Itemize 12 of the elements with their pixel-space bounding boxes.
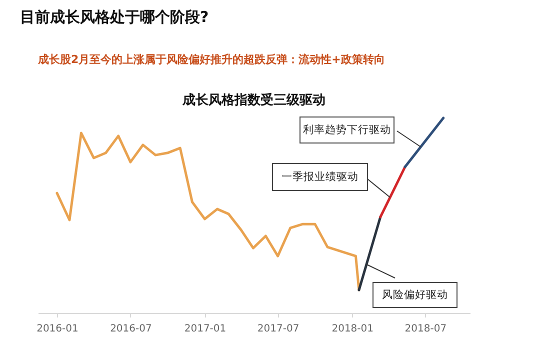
x-tick-label: 2018-07 xyxy=(404,324,447,334)
x-tick-label: 2018-01 xyxy=(332,324,374,334)
text: 成长风格指数受三级驱动 xyxy=(182,92,326,108)
chart-title: 目前成长风格处于哪个阶段? xyxy=(20,8,209,26)
chart-subtitle: 成长股2月至今的上涨属于风险偏好推升的超跌反弹：流动性+政策转向 xyxy=(37,53,385,66)
x-tick-label: 2017-01 xyxy=(184,324,226,334)
annotation: 一季报业绩驱动 xyxy=(282,170,358,183)
annotation: 利率趋势下行驱动 xyxy=(303,123,391,136)
x-tick-label: 2016-01 xyxy=(36,324,78,334)
annotation: 风险偏好驱动 xyxy=(382,289,448,301)
x-tick-label: 2017-07 xyxy=(257,324,300,334)
x-tick-label: 2016-07 xyxy=(110,324,152,334)
